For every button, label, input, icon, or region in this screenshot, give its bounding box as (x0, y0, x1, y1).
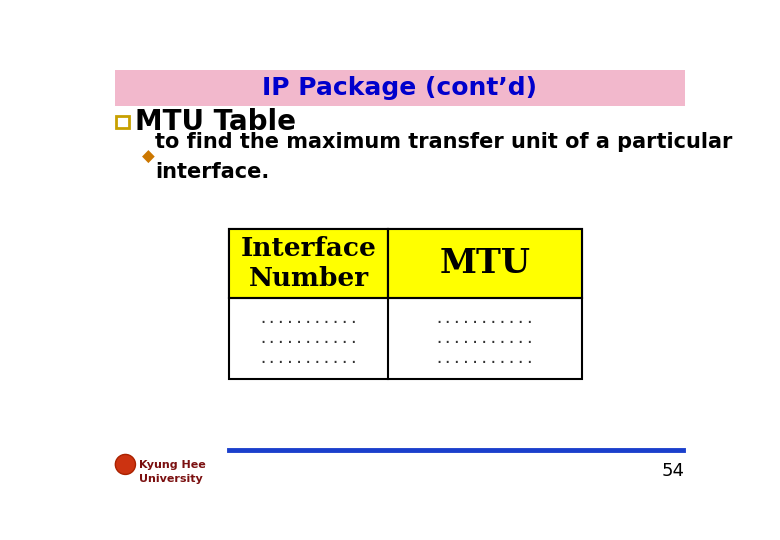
Text: 54: 54 (662, 462, 685, 481)
Bar (116, 116, 129, 128)
Circle shape (115, 455, 136, 475)
Bar (229, 229, 582, 379)
Text: to find the maximum transfer unit of a particular
interface.: to find the maximum transfer unit of a p… (155, 132, 732, 182)
Text: IP Package (cont’d): IP Package (cont’d) (262, 76, 537, 100)
Text: ...........: ........... (434, 331, 535, 346)
Text: ...........: ........... (434, 351, 535, 366)
Text: Interface
Number: Interface Number (241, 236, 377, 291)
Text: ...........: ........... (258, 311, 359, 326)
Text: ...........: ........... (258, 331, 359, 346)
Bar (388, 229, 582, 298)
Text: Kyung Hee
University: Kyung Hee University (140, 460, 206, 484)
Text: MTU: MTU (439, 247, 530, 280)
Text: ...........: ........... (258, 351, 359, 366)
Bar (229, 229, 388, 298)
Text: ◆: ◆ (143, 148, 155, 166)
Text: MTU Table: MTU Table (135, 108, 296, 136)
Bar (115, 70, 685, 106)
Text: ...........: ........... (434, 311, 535, 326)
